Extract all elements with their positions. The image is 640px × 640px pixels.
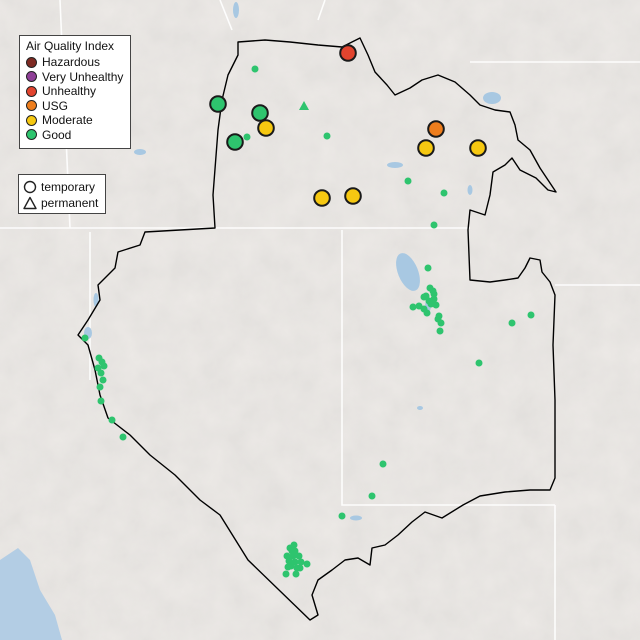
legend-swatch — [26, 100, 37, 112]
reservoir — [387, 162, 403, 168]
monitor-marker-moderate — [313, 189, 331, 207]
legend-row-unhealthy: Unhealthy — [26, 84, 125, 99]
legend-swatch — [26, 85, 37, 97]
small-monitor-marker — [424, 264, 432, 272]
small-monitor-marker — [475, 359, 483, 367]
yellowstone-lake — [483, 92, 501, 104]
legend-categories: Hazardous Very Unhealthy Unhealthy USG Moder… — [26, 55, 125, 142]
small-monitor-marker — [96, 383, 104, 391]
small-monitor-marker — [368, 492, 376, 500]
small-monitor-marker — [338, 512, 346, 520]
monitor-marker-moderate — [344, 187, 362, 205]
lake-mead — [350, 515, 362, 521]
bear-lake — [467, 185, 473, 195]
legend-swatch — [26, 129, 37, 141]
monitor-marker-moderate — [257, 119, 275, 137]
small-monitor-marker — [99, 376, 107, 384]
circle-icon — [23, 180, 37, 194]
triangle-icon — [23, 196, 37, 210]
small-monitor-marker — [430, 290, 438, 298]
small-monitor-marker — [108, 416, 116, 424]
legend-label: Moderate — [42, 113, 93, 128]
monitor-marker-usg — [427, 120, 445, 138]
legend-swatch — [26, 71, 37, 83]
small-monitor-marker — [508, 319, 516, 327]
small-monitor-marker — [426, 284, 434, 292]
small-monitor-marker — [81, 334, 89, 342]
legend-row-good: Good — [26, 128, 125, 143]
small-monitor-marker — [527, 311, 535, 319]
reservoir — [417, 406, 423, 410]
small-monitor-marker — [290, 541, 298, 549]
small-monitor-marker — [422, 292, 430, 300]
monitor-marker-unhealthy — [339, 44, 357, 62]
legend-label: Hazardous — [42, 55, 101, 70]
small-monitor-marker — [436, 327, 444, 335]
monitor-marker-good — [209, 95, 227, 113]
small-monitor-marker — [427, 300, 435, 308]
legend-row-hazardous: Hazardous — [26, 55, 125, 70]
legend-temporary-label: temporary — [41, 180, 96, 194]
small-monitor-marker — [409, 303, 417, 311]
small-monitor-marker — [119, 433, 127, 441]
legend-swatch — [26, 114, 37, 126]
small-monitor-marker — [97, 397, 105, 405]
monitor-marker-moderate — [417, 139, 435, 157]
monitor-marker-good — [251, 104, 269, 122]
small-monitor-marker — [100, 362, 108, 370]
ocean — [0, 548, 62, 640]
monitor-marker-moderate — [469, 139, 487, 157]
small-monitor-marker — [243, 133, 251, 141]
small-monitor-marker — [303, 560, 311, 568]
great-salt-lake — [396, 253, 420, 291]
small-monitor-marker — [404, 177, 412, 185]
legend-label: Very Unhealthy — [42, 69, 124, 84]
permanent-monitor-marker — [299, 101, 309, 110]
small-monitor-marker — [282, 570, 290, 578]
legend-row-usg: USG — [26, 99, 125, 114]
legend-label: USG — [42, 98, 69, 113]
small-monitor-marker — [251, 65, 259, 73]
monitor-markers — [81, 44, 535, 578]
monitor-type-legend: temporary permanent — [18, 174, 106, 214]
legend-title: Air Quality Index — [26, 39, 115, 53]
small-monitor-marker — [284, 563, 292, 571]
small-monitor-marker — [288, 547, 296, 555]
small-monitor-marker — [295, 552, 303, 560]
legend-row-moderate: Moderate — [26, 113, 125, 128]
legend-row-very-unhealthy: Very Unhealthy — [26, 70, 125, 85]
reservoir — [134, 149, 146, 155]
small-monitor-marker — [430, 221, 438, 229]
small-monitor-marker — [297, 558, 305, 566]
monitor-marker-good — [226, 133, 244, 151]
small-monitor-marker — [420, 305, 428, 313]
small-monitor-marker — [434, 315, 442, 323]
small-monitor-marker — [379, 460, 387, 468]
legend-permanent-row: permanent — [22, 195, 101, 211]
small-monitor-marker — [95, 354, 103, 362]
small-monitor-marker — [296, 564, 304, 572]
legend-swatch — [26, 56, 37, 68]
legend-label: Good — [42, 127, 72, 142]
small-monitor-marker — [323, 132, 331, 140]
small-monitor-marker — [440, 189, 448, 197]
region-border — [77, 37, 557, 621]
legend-permanent-label: permanent — [41, 196, 99, 210]
legend-temporary-row: temporary — [22, 179, 101, 195]
small-monitor-marker — [97, 369, 105, 377]
flathead-lake — [233, 2, 239, 18]
small-monitor-marker — [292, 570, 300, 578]
aqi-legend: Air Quality Index Hazardous Very Unhealth… — [19, 35, 131, 149]
legend-label: Unhealthy — [42, 84, 97, 99]
